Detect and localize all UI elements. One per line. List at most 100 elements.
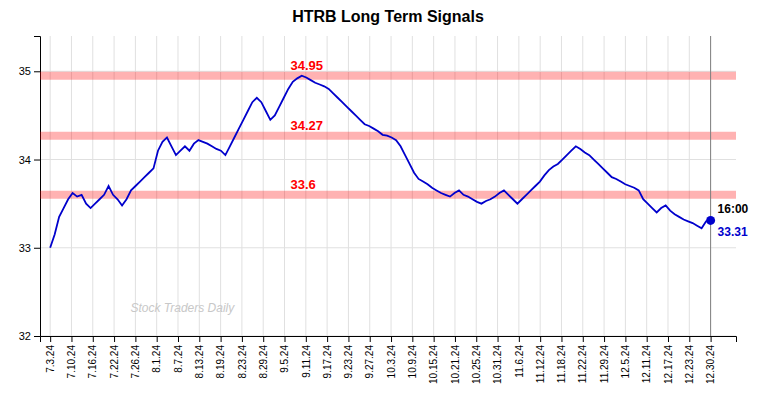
x-tick-mark	[50, 336, 51, 342]
watermark: Stock Traders Daily	[130, 301, 235, 315]
x-tick: 11.12.24	[535, 336, 546, 383]
y-tick-label: 35	[19, 65, 31, 77]
signal-label: 34.95	[291, 58, 324, 73]
x-tick-label: 12.17.24	[663, 345, 674, 384]
x-tick-mark	[561, 336, 562, 342]
x-tick: 11.22.24	[577, 336, 588, 383]
x-tick: 11.29.24	[599, 336, 610, 383]
x-tick-mark	[178, 336, 179, 342]
x-tick-mark	[540, 336, 541, 342]
x-tick-label: 10.25.24	[471, 345, 482, 384]
y-tick-mark	[34, 160, 40, 161]
grid-line-x	[540, 36, 541, 336]
grid-line-x	[177, 36, 178, 336]
x-tick: 7.26.24	[130, 336, 141, 378]
grid	[40, 36, 736, 336]
grid-line-x	[710, 36, 711, 336]
grid-line-x	[391, 36, 392, 336]
x-tick-mark	[434, 336, 435, 342]
x-tick-mark	[114, 336, 115, 342]
grid-line-x	[156, 36, 157, 336]
x-tick-mark	[476, 336, 477, 342]
x-tick-mark	[348, 336, 349, 342]
y-axis-line	[34, 37, 41, 337]
grid-line-x	[199, 36, 200, 336]
x-tick: 11.6.24	[514, 336, 525, 378]
x-tick-label: 10.3.24	[386, 345, 397, 379]
x-axis: 7.3.24 7.10.24 7.16.24 7.22.24 7.26.24 8.1.24…	[41, 336, 737, 384]
x-tick-mark	[519, 336, 520, 342]
x-tick-mark	[412, 336, 413, 342]
x-tick-label: 8.29.24	[258, 345, 269, 379]
y-axis: 32333435	[19, 37, 41, 343]
x-tick-label: 10.31.24	[492, 345, 503, 384]
x-tick: 7.22.24	[109, 336, 120, 378]
x-tick-mark	[221, 336, 222, 342]
x-tick-mark	[668, 336, 669, 342]
grid-line-x	[114, 36, 115, 336]
y-tick-label: 32	[19, 330, 31, 342]
x-tick-label: 9.17.24	[322, 345, 333, 379]
x-tick-label: 7.10.24	[66, 345, 77, 379]
grid-line-x	[646, 36, 647, 336]
y-tick: 33	[19, 242, 40, 254]
y-tick-mark	[34, 336, 40, 337]
x-tick-mark	[327, 336, 328, 342]
x-tick-mark	[93, 336, 94, 342]
signal-band	[40, 72, 736, 80]
x-tick-label: 12.23.24	[684, 345, 695, 384]
x-tick: 10.15.24	[428, 336, 439, 384]
plot-area	[40, 36, 736, 336]
x-tick-label: 7.22.24	[109, 345, 120, 379]
x-tick: 12.5.24	[620, 336, 631, 378]
x-tick: 10.9.24	[407, 336, 418, 378]
grid-line-x	[412, 36, 413, 336]
end-label: 16:00	[718, 202, 749, 216]
end-line	[710, 36, 711, 336]
x-tick: 7.10.24	[66, 336, 77, 378]
x-tick-label: 8.7.24	[173, 345, 184, 373]
x-tick-label: 8.23.24	[237, 345, 248, 379]
x-tick: 9.23.24	[343, 336, 354, 378]
x-tick-label: 7.3.24	[45, 345, 56, 373]
x-tick-mark	[583, 336, 584, 342]
x-tick-label: 12.30.24	[705, 345, 716, 384]
x-tick-label: 8.1.24	[151, 345, 162, 373]
grid-line-x	[497, 36, 498, 336]
grid-line-x	[369, 36, 370, 336]
x-tick: 12.23.24	[684, 336, 695, 384]
x-tick: 8.23.24	[237, 336, 248, 378]
x-tick-label: 12.5.24	[620, 345, 631, 379]
grid-line-x	[433, 36, 434, 336]
x-tick-mark	[689, 336, 690, 342]
grid-line-x	[284, 36, 285, 336]
x-tick-label: 9.27.24	[364, 345, 375, 379]
y-tick: 35	[19, 65, 40, 77]
x-tick-mark	[391, 336, 392, 342]
x-tick: 10.3.24	[386, 336, 397, 378]
x-tick: 9.5.24	[279, 336, 290, 373]
x-tick-label: 11.22.24	[577, 345, 588, 384]
x-tick: 9.17.24	[322, 336, 333, 378]
grid-line-x	[263, 36, 264, 336]
x-tick-label: 11.6.24	[514, 345, 525, 378]
x-tick: 9.27.24	[364, 336, 375, 378]
x-tick-mark	[498, 336, 499, 342]
grid-line-x	[327, 36, 328, 336]
price-line	[50, 76, 710, 248]
end-dot	[706, 216, 715, 225]
grid-line-x	[604, 36, 605, 336]
y-tick-mark	[34, 248, 40, 249]
end-label: 33.31	[718, 225, 748, 239]
x-tick: 11.18.24	[556, 336, 567, 383]
x-tick-label: 12.11.24	[641, 345, 652, 384]
x-tick: 7.3.24	[45, 336, 56, 373]
x-tick: 10.21.24	[450, 336, 461, 384]
y-tick: 32	[19, 330, 40, 342]
x-tick: 7.16.24	[87, 336, 98, 378]
chart: 7.3.24 7.10.24 7.16.24 7.22.24 7.26.24 8.1.24…	[0, 0, 784, 398]
grid-line-x	[50, 36, 51, 336]
x-tick-mark	[370, 336, 371, 342]
grid-line-x	[92, 36, 93, 336]
x-tick: 8.7.24	[173, 336, 184, 373]
